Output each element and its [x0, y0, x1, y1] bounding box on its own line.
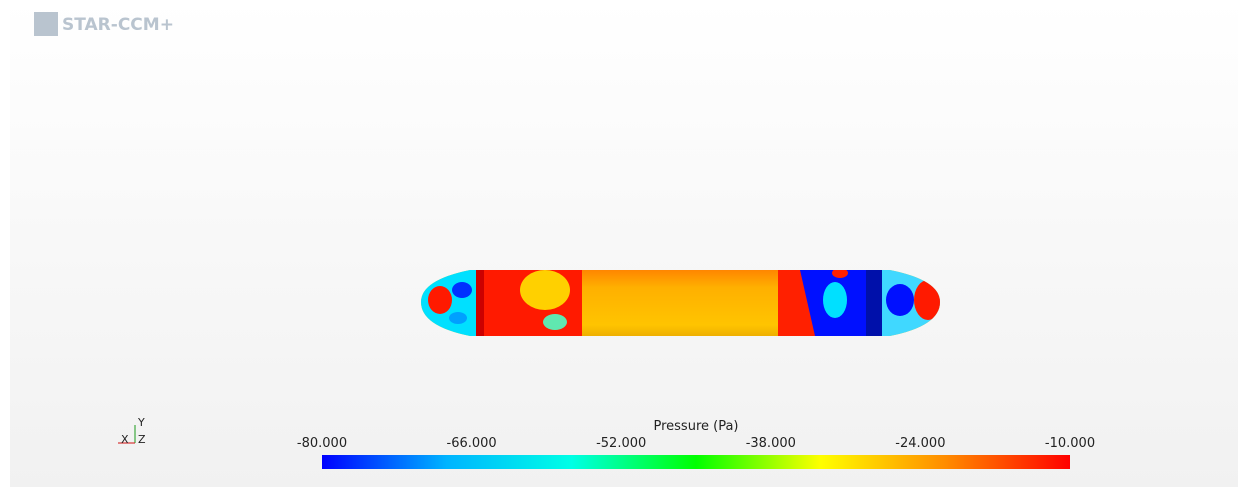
viewer: STAR-CCM+ X Y Z Pressure (Pa) -80.000 -66… [0, 0, 1248, 487]
triad-z-label: Z [138, 433, 146, 446]
triad-x-label: X [121, 433, 129, 446]
logo-icon [34, 12, 58, 36]
colorbar-tick-label: -66.000 [447, 436, 497, 451]
logo-text: STAR-CCM+ [62, 15, 174, 35]
triad-y-label: Y [137, 416, 145, 429]
colorbar-title: Pressure (Pa) [653, 419, 738, 434]
colorbar-gradient [322, 455, 1070, 469]
colorbar-tick-label: -38.000 [746, 436, 796, 451]
logo: STAR-CCM+ [34, 12, 174, 36]
colorbar-tick-label: -80.000 [297, 436, 347, 451]
colorbar-tick-label: -24.000 [895, 436, 945, 451]
page: STAR-CCM+ X Y Z Pressure (Pa) -80.000 -66… [0, 0, 1248, 487]
hull-scalar-scene [420, 265, 945, 340]
colorbar-tick-label: -10.000 [1045, 436, 1095, 451]
colorbar-tick-label: -52.000 [596, 436, 646, 451]
viewport [10, 0, 1238, 487]
